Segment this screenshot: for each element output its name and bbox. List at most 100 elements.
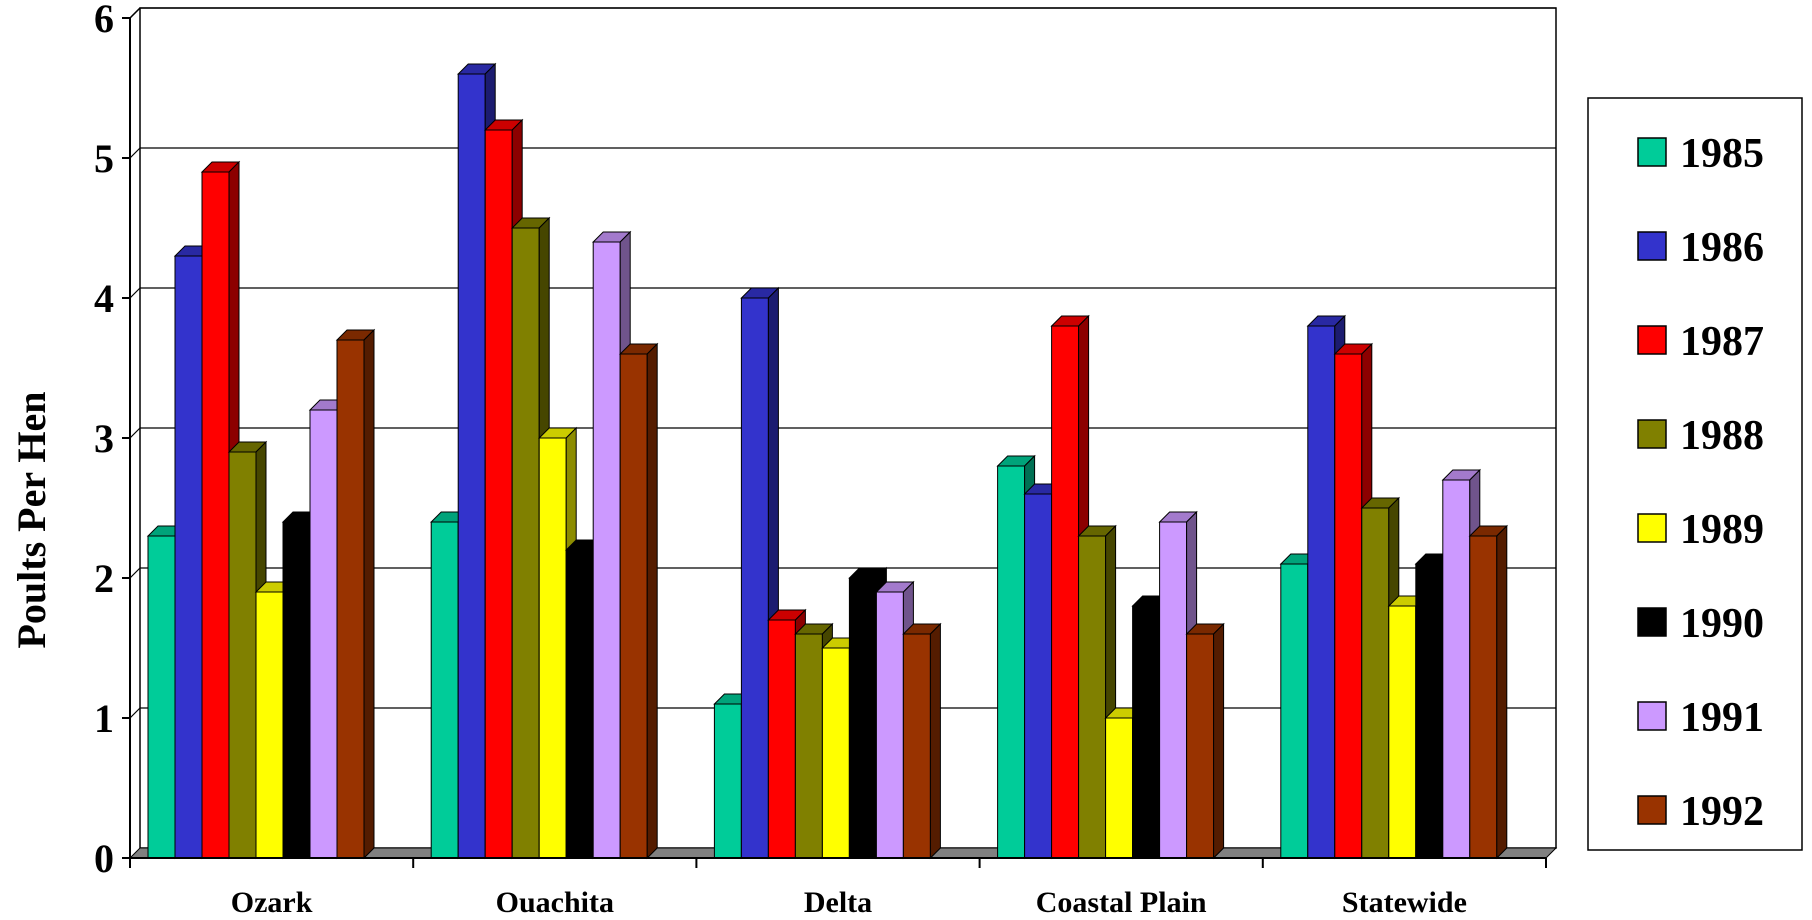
- legend-label: 1992: [1680, 789, 1764, 835]
- legend-item: 1988: [1637, 413, 1764, 459]
- bar-front: [875, 591, 904, 859]
- bar-front: [1388, 605, 1417, 859]
- bar-front: [538, 437, 567, 859]
- gridline-side: [129, 427, 141, 439]
- legend-item: 1991: [1637, 695, 1764, 741]
- bar-front: [511, 227, 540, 859]
- gridline-side: [129, 147, 141, 159]
- y-tick-labels: 0 1 2 3 4 5 6: [94, 0, 114, 881]
- bar-front: [430, 521, 459, 859]
- legend-item: 1986: [1637, 225, 1764, 271]
- bar: [618, 342, 659, 860]
- bar-front: [457, 73, 486, 859]
- bar-front: [282, 521, 311, 859]
- bar-front: [1024, 493, 1053, 859]
- bar-front: [201, 171, 230, 859]
- legend-swatch: [1637, 701, 1667, 731]
- axes: [122, 17, 1547, 868]
- bar-side: [1496, 524, 1508, 860]
- bar-front: [1280, 563, 1309, 859]
- gridline-side: [129, 287, 141, 299]
- gridline-side: [129, 707, 141, 719]
- bar-front: [1469, 535, 1498, 859]
- bar-front: [147, 535, 176, 859]
- gridline-side: [129, 567, 141, 579]
- legend-box: [1587, 97, 1803, 851]
- legend: 1985 1986 1987 1988 1989 1990 1991 1992: [1587, 97, 1803, 851]
- legend-label: 1991: [1680, 695, 1764, 741]
- legend-label: 1988: [1680, 413, 1764, 459]
- bar-side: [363, 328, 375, 860]
- bars: [146, 62, 1509, 860]
- bar-front: [1132, 605, 1161, 859]
- bar-front: [1334, 353, 1363, 859]
- y-tick-label: 6: [94, 0, 114, 41]
- bar-side: [1213, 622, 1225, 860]
- bar-front: [821, 647, 850, 859]
- legend-label: 1986: [1680, 225, 1764, 271]
- legend-item: 1992: [1637, 789, 1764, 835]
- bar-side: [646, 342, 658, 860]
- x-category-label: Coastal Plain: [1036, 886, 1207, 919]
- bar-front: [174, 255, 203, 859]
- legend-swatch: [1637, 607, 1667, 637]
- legend-item: 1989: [1637, 507, 1764, 553]
- x-category-label: Statewide: [1342, 886, 1467, 919]
- bar-front: [1078, 535, 1107, 859]
- bar-front: [1415, 563, 1444, 859]
- bar: [483, 118, 524, 860]
- bar: [1468, 524, 1509, 860]
- bar-front: [902, 633, 931, 859]
- x-category-label: Ozark: [231, 886, 313, 919]
- y-tick-label: 5: [94, 136, 114, 181]
- bar-front: [794, 633, 823, 859]
- bar-front: [1051, 325, 1080, 859]
- x-category-labels: Ozark Ouachita Delta Coastal Plain Statewide: [231, 886, 1467, 919]
- bar-front: [1186, 633, 1215, 859]
- bar-front: [228, 451, 257, 859]
- bar-front: [255, 591, 284, 859]
- bar-front: [740, 297, 769, 859]
- bar-front: [484, 129, 513, 859]
- bar: [335, 328, 376, 860]
- bar-front: [997, 465, 1026, 859]
- bar-front: [713, 703, 742, 859]
- bar-front: [336, 339, 365, 859]
- legend-swatch: [1637, 325, 1667, 355]
- legend-swatch: [1637, 137, 1667, 167]
- legend-label: 1990: [1680, 601, 1764, 647]
- legend-item: 1985: [1637, 131, 1764, 177]
- bar-front: [1307, 325, 1336, 859]
- bar-front: [1159, 521, 1188, 859]
- x-category-label: Ouachita: [496, 886, 614, 919]
- legend-item: 1990: [1637, 601, 1764, 647]
- y-tick-label: 1: [94, 696, 114, 741]
- bar-front: [565, 549, 594, 859]
- legend-swatch: [1637, 795, 1667, 825]
- y-axis-title: Poults Per Hen: [9, 391, 54, 648]
- legend-label: 1987: [1680, 319, 1764, 365]
- y-tick-label: 3: [94, 416, 114, 461]
- y-tick-label: 2: [94, 556, 114, 601]
- legend-swatch: [1637, 231, 1667, 261]
- bar-front: [309, 409, 338, 859]
- bar-front: [592, 241, 621, 859]
- legend-swatch: [1637, 513, 1667, 543]
- y-tick-label: 4: [94, 276, 114, 321]
- bar-front: [848, 577, 877, 859]
- bar-front: [767, 619, 796, 859]
- legend-label: 1985: [1680, 131, 1764, 177]
- bar: [902, 622, 942, 860]
- bar-front: [1105, 717, 1134, 859]
- bar-side: [929, 622, 941, 860]
- bar-front: [1442, 479, 1471, 859]
- bar-front: [1361, 507, 1390, 859]
- bar-front: [619, 353, 648, 859]
- legend-label: 1989: [1680, 507, 1764, 553]
- legend-item: 1987: [1637, 319, 1764, 365]
- x-category-label: Delta: [804, 886, 872, 919]
- gridline-side: [129, 7, 141, 19]
- legend-swatch: [1637, 419, 1667, 449]
- y-tick-label: 0: [94, 836, 114, 881]
